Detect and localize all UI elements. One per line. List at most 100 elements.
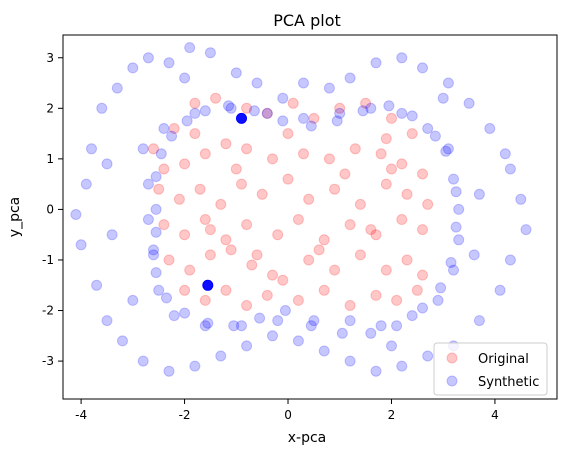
original-point: [375, 148, 387, 160]
x-tick-label: 0: [284, 408, 292, 422]
original-point: [241, 219, 253, 231]
y-axis: -3 -2 -1 0 1 2 3: [42, 51, 63, 368]
original-point: [391, 294, 403, 306]
synthetic-point: [473, 315, 485, 327]
synthetic-point: [155, 148, 167, 160]
synthetic-point: [504, 254, 516, 266]
synthetic-point: [344, 72, 356, 84]
plot-area: [62, 34, 558, 400]
original-point: [308, 112, 320, 124]
synthetic-point: [305, 320, 317, 332]
synthetic-point: [277, 115, 289, 127]
synthetic-point: [148, 249, 159, 261]
synthetic-point: [279, 305, 291, 316]
synthetic-point: [166, 130, 178, 142]
synthetic-point: [106, 229, 118, 241]
original-point: [344, 219, 356, 231]
synthetic-point: [150, 267, 162, 279]
synthetic-point: [142, 52, 154, 64]
synthetic-point: [199, 105, 211, 117]
synthetic-point: [254, 312, 266, 324]
original-point: [282, 128, 294, 140]
synthetic-point: [406, 110, 418, 122]
synthetic-point: [435, 282, 447, 294]
legend-original-label: Original: [478, 352, 529, 367]
x-tick-label: 2: [388, 408, 396, 422]
original-point: [370, 229, 382, 241]
synthetic-point: [448, 264, 459, 276]
original-point: [360, 97, 372, 109]
synthetic-point: [248, 105, 260, 117]
synthetic-point: [168, 310, 180, 322]
original-point: [179, 284, 191, 296]
x-axis: -4 -2 0 2 4: [75, 399, 499, 422]
original-point: [349, 143, 361, 155]
synthetic-point: [334, 107, 346, 119]
original-point: [199, 214, 211, 225]
synthetic-point: [199, 320, 211, 332]
original-point: [339, 168, 351, 180]
synthetic-point: [422, 350, 434, 362]
legend-synthetic-label: Synthetic: [478, 375, 539, 390]
synthetic-point: [344, 355, 356, 367]
original-point: [277, 274, 289, 286]
original-point: [189, 128, 201, 140]
legend-original-marker: [446, 352, 458, 364]
original-point: [329, 264, 341, 276]
synthetic-point: [158, 123, 170, 134]
chart-title: PCA plot: [273, 11, 341, 30]
synthetic-point: [228, 320, 240, 332]
original-point: [417, 168, 428, 180]
synthetic-point: [504, 163, 516, 175]
synthetic-point: [318, 345, 330, 357]
original-point: [153, 183, 165, 195]
synthetic-point: [70, 209, 82, 220]
synthetic-point: [440, 145, 452, 157]
synthetic-point: [150, 226, 162, 238]
synthetic-point: [127, 62, 139, 74]
synthetic-point: [331, 115, 343, 127]
original-point: [241, 143, 253, 155]
synthetic-point: [370, 57, 382, 69]
synthetic-point: [117, 335, 128, 347]
original-point: [282, 173, 294, 185]
synthetic-point: [86, 143, 97, 155]
original-point: [199, 294, 211, 306]
synthetic-point: [391, 320, 403, 332]
synthetic-point: [375, 320, 387, 332]
synthetic-point: [515, 193, 527, 205]
y-tick-label: -3: [42, 354, 54, 368]
original-point: [365, 224, 377, 236]
synthetic-point: [111, 82, 123, 94]
synthetic-point: [305, 120, 317, 132]
y-tick-label: -2: [42, 304, 54, 318]
synthetic-point: [80, 178, 92, 190]
synthetic-point: [277, 92, 289, 104]
synthetic-point: [202, 317, 214, 329]
synthetic-point: [417, 302, 428, 314]
original-point: [318, 234, 330, 246]
synthetic-point: [437, 92, 449, 104]
original-point: [406, 128, 418, 140]
original-point: [225, 244, 237, 256]
x-tick-label: -2: [179, 408, 191, 422]
synthetic-point: [499, 148, 511, 160]
original-point: [241, 102, 253, 114]
y-tick-label: 0: [46, 202, 54, 216]
original-point: [189, 97, 201, 109]
synthetic-point: [181, 115, 193, 127]
synthetic-point: [448, 173, 459, 185]
original-point: [163, 254, 175, 266]
original-point: [267, 153, 278, 165]
x-tick-label: -4: [75, 408, 87, 422]
original-point: [396, 214, 408, 225]
original-point: [303, 254, 315, 266]
highlighted-points-layer: [202, 112, 247, 291]
synthetic-point: [161, 292, 172, 304]
y-axis-label: y_pca: [7, 197, 23, 237]
synthetic-point: [298, 77, 309, 89]
synthetic-point: [422, 123, 434, 134]
original-point: [220, 284, 232, 296]
synthetic-point: [163, 365, 175, 377]
